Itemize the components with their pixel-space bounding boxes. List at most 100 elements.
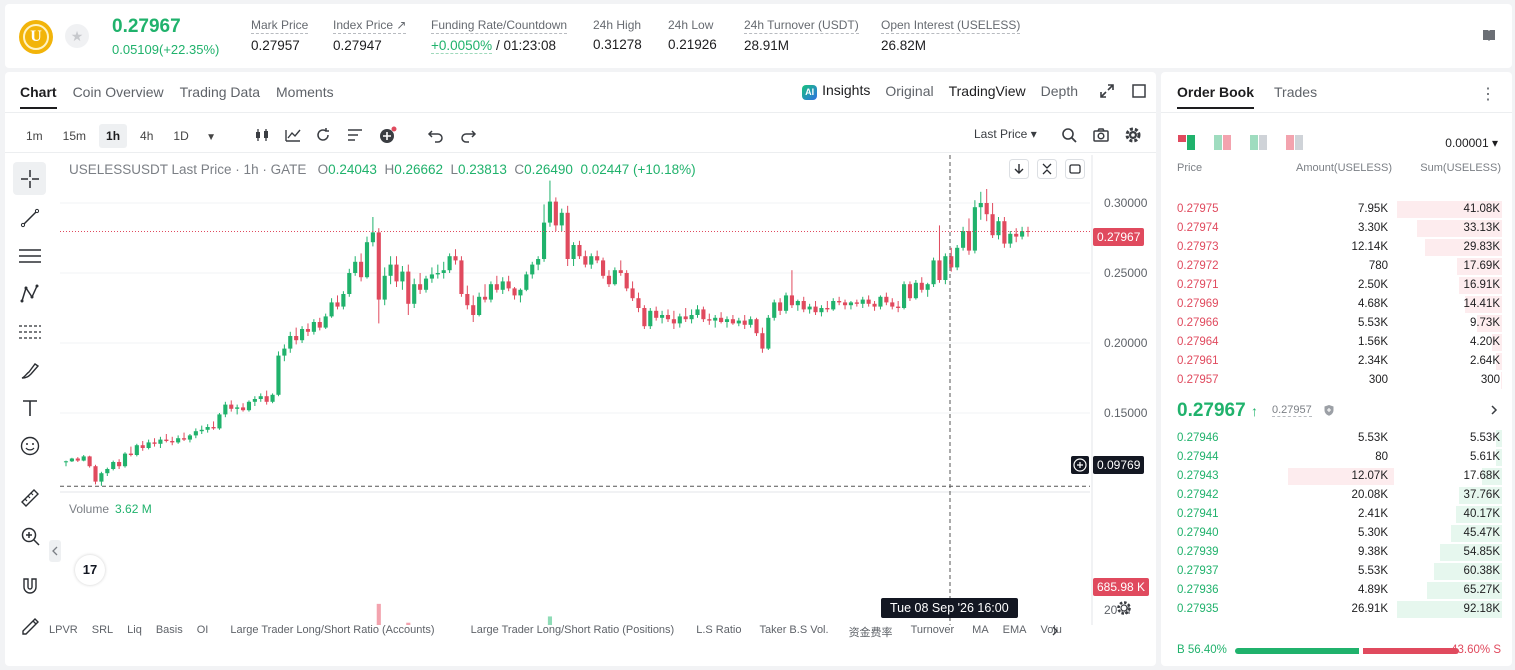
view-depth[interactable]: Depth [1040, 83, 1078, 99]
magnet-tool-icon[interactable] [13, 569, 46, 602]
ask-row[interactable]: 0.27964 1.56K 4.20K [1161, 333, 1512, 352]
interval-1d[interactable]: 1D ▼ [173, 129, 216, 143]
auto-scale-gear-icon[interactable] [1116, 600, 1132, 616]
layout-bids-icon[interactable] [1250, 135, 1267, 150]
price-type-select[interactable]: Last Price ▾ [974, 127, 1037, 141]
add-indicator-icon[interactable] [379, 126, 397, 144]
interval-15m[interactable]: 15m [62, 129, 87, 143]
indicator-shortcut[interactable]: LPVR [49, 624, 78, 636]
templates-icon[interactable] [346, 126, 364, 144]
candle-body [736, 320, 741, 324]
interval-1h[interactable]: 1h [99, 124, 128, 148]
ask-row[interactable]: 0.27974 3.30K 33.13K [1161, 219, 1512, 238]
bid-row[interactable]: 0.27939 9.38K 54.85K [1161, 543, 1512, 562]
bid-row[interactable]: 0.27942 20.08K 37.76K [1161, 486, 1512, 505]
trend-line-tool-icon[interactable] [13, 201, 46, 234]
layout-asks-icon[interactable] [1286, 135, 1303, 150]
indicator-shortcut[interactable]: OI [196, 624, 209, 636]
pattern-tool-icon[interactable] [13, 277, 46, 310]
indicator-shortcut[interactable]: Taker B.S Vol. [759, 624, 829, 636]
ask-row[interactable]: 0.27969 4.68K 14.41K [1161, 295, 1512, 314]
redo-icon[interactable] [459, 126, 477, 144]
add-alert-icon[interactable] [1071, 456, 1089, 474]
ask-row[interactable]: 0.27961 2.34K 2.64K [1161, 352, 1512, 371]
compare-icon[interactable] [314, 126, 332, 144]
layout-both-icon[interactable] [1178, 135, 1195, 150]
lock-drawings-tool-icon[interactable] [13, 607, 46, 640]
view-tradingview[interactable]: TradingView [948, 83, 1026, 99]
ask-row[interactable]: 0.27975 7.95K 41.08K [1161, 200, 1512, 219]
settings-gear-icon[interactable] [1124, 126, 1142, 144]
chevron-right-icon[interactable] [1488, 404, 1500, 416]
view-original[interactable]: Original [885, 83, 934, 99]
move-down-icon[interactable] [1009, 159, 1029, 179]
tab-order-book[interactable]: Order Book [1177, 84, 1254, 109]
indicator-shortcut[interactable]: Volu [1040, 624, 1062, 636]
stat-label[interactable]: Index Price ↗ [333, 18, 407, 34]
crosshair-tool-icon[interactable] [13, 162, 46, 195]
ask-row[interactable]: 0.27957 300 300 [1161, 371, 1512, 390]
layout-split-icon[interactable] [1214, 135, 1231, 150]
legend-open: 0.24043 [328, 162, 377, 177]
tab-coin-overview[interactable]: Coin Overview [72, 84, 164, 100]
indicator-shortcut[interactable]: MA [972, 624, 989, 636]
candle-type-icon[interactable] [253, 126, 271, 144]
favorite-star-icon[interactable]: ★ [65, 24, 89, 48]
maximize-pane-icon[interactable] [1065, 159, 1085, 179]
depth-bar [1491, 334, 1502, 351]
emoji-tool-icon[interactable] [13, 429, 46, 462]
candle-body [990, 214, 995, 236]
text-tool-icon[interactable] [13, 391, 46, 424]
bid-row[interactable]: 0.27944 80 5.61K [1161, 448, 1512, 467]
indicator-shortcut[interactable]: L.S Ratio [696, 624, 742, 636]
view-insights[interactable]: AI Insights [802, 82, 870, 100]
tab-trades[interactable]: Trades [1274, 84, 1318, 100]
bid-row[interactable]: 0.27935 26.91K 92.18K [1161, 600, 1512, 619]
last-price-tag: 0.27967 [1093, 228, 1145, 246]
undo-icon[interactable] [427, 126, 445, 144]
search-icon[interactable] [1060, 126, 1078, 144]
fibonacci-tool-icon[interactable] [13, 315, 46, 348]
indicator-shortcut[interactable]: Large Trader Long/Short Ratio (Positions… [470, 624, 675, 636]
stat-index-price[interactable]: Index Price ↗ 0.27947 [333, 18, 407, 53]
indicator-shortcut[interactable]: Large Trader Long/Short Ratio (Accounts) [230, 624, 435, 636]
candle-body [270, 394, 275, 402]
candle-body [488, 284, 493, 300]
precision-select[interactable]: 0.00001 ▾ [1445, 136, 1498, 150]
ask-row[interactable]: 0.27972 780 17.69K [1161, 257, 1512, 276]
bid-row[interactable]: 0.27940 5.30K 45.47K [1161, 524, 1512, 543]
camera-icon[interactable] [1092, 126, 1110, 144]
window-icon[interactable] [1132, 84, 1146, 98]
indicator-shortcut[interactable]: Basis [155, 624, 183, 636]
bid-row[interactable]: 0.27946 5.53K 5.53K [1161, 429, 1512, 448]
indicator-shortcut[interactable]: 资金费率 [848, 627, 893, 639]
indicators-icon[interactable] [284, 126, 302, 144]
indicator-shortcut[interactable]: Liq [127, 624, 142, 636]
guide-book-icon[interactable] [1482, 28, 1496, 42]
ruler-tool-icon[interactable] [13, 481, 46, 514]
interval-4h[interactable]: 4h [140, 129, 154, 143]
tab-moments[interactable]: Moments [276, 84, 334, 100]
interval-1m[interactable]: 1m [26, 129, 43, 143]
ask-row[interactable]: 0.27966 5.53K 9.73K [1161, 314, 1512, 333]
bid-row[interactable]: 0.27936 4.89K 65.27K [1161, 581, 1512, 600]
expand-icon[interactable] [1100, 84, 1114, 98]
indicator-shortcut[interactable]: Turnover [910, 624, 955, 636]
collapse-toolbar-icon[interactable] [49, 540, 61, 562]
ask-row[interactable]: 0.27971 2.50K 16.91K [1161, 276, 1512, 295]
zoom-in-tool-icon[interactable] [13, 519, 46, 552]
more-options-icon[interactable]: ⋮ [1480, 86, 1496, 103]
chevron-right-icon[interactable] [1049, 625, 1061, 637]
bid-row[interactable]: 0.27943 12.07K 17.68K [1161, 467, 1512, 486]
bid-row[interactable]: 0.27941 2.41K 40.17K [1161, 505, 1512, 524]
horizontal-lines-tool-icon[interactable] [13, 239, 46, 272]
collapse-pane-icon[interactable] [1037, 159, 1057, 179]
indicator-shortcut[interactable]: SRL [91, 624, 114, 636]
ask-row[interactable]: 0.27973 12.14K 29.83K [1161, 238, 1512, 257]
bid-row[interactable]: 0.27937 5.53K 60.38K [1161, 562, 1512, 581]
tab-trading-data[interactable]: Trading Data [179, 84, 261, 100]
indicator-shortcut[interactable]: EMA [1002, 624, 1027, 636]
brush-tool-icon[interactable] [13, 353, 46, 386]
tab-chart[interactable]: Chart [20, 84, 57, 109]
